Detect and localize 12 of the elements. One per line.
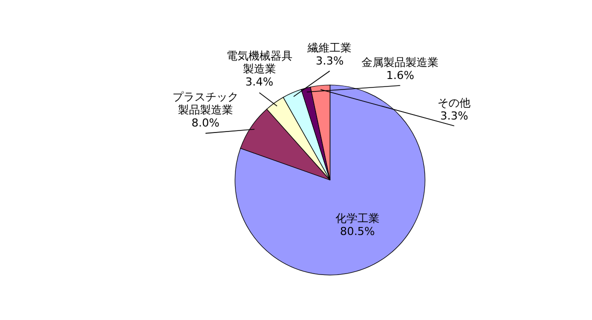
data-label: 1.6% (386, 69, 414, 82)
slice-label: 化学工業 (335, 212, 380, 225)
slice-label: その他 (438, 96, 471, 110)
data-label: 3.3% (316, 54, 344, 68)
data-label: 3.3% (440, 109, 468, 122)
data-label: 8.0% (192, 116, 220, 130)
slice-label: 電気機械器具製造業 (226, 50, 292, 76)
slice-label: 繊維工業 (306, 42, 352, 54)
slice-label: プラスチック製品製造業 (172, 90, 238, 116)
slice-label: 金属製品製造業 (362, 56, 439, 70)
data-label: 80.5% (340, 224, 375, 238)
data-label: 3.4% (245, 76, 274, 89)
